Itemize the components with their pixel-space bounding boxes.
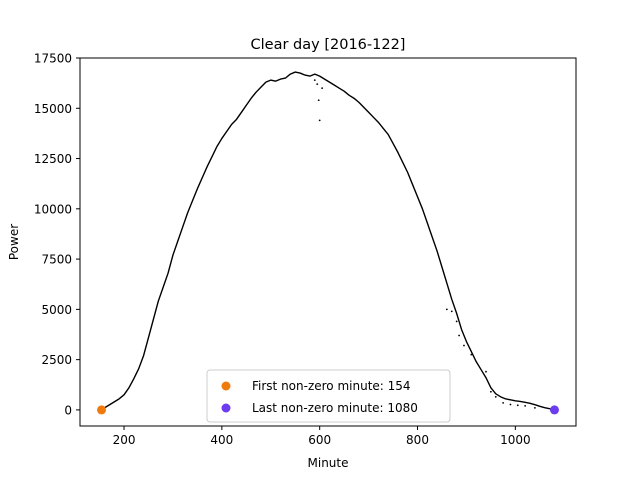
axis-ticks: 200 400 600 800 1000025005000750010000125001… bbox=[34, 52, 531, 448]
legend: First non-zero minute: 154 Last non-zero… bbox=[206, 369, 451, 423]
outlier-point bbox=[321, 87, 324, 90]
legend-marker-first bbox=[221, 381, 231, 391]
outlier-point bbox=[516, 404, 519, 407]
x-tick-label: 1000 bbox=[500, 433, 531, 447]
legend-label-last: Last non-zero minute: 1080 bbox=[252, 401, 418, 415]
y-tick-label: 0 bbox=[64, 403, 72, 417]
legend-label-first: First non-zero minute: 154 bbox=[252, 379, 411, 393]
outlier-point bbox=[455, 320, 458, 323]
y-tick-label: 15000 bbox=[34, 102, 72, 116]
outlier-point bbox=[524, 404, 527, 407]
outlier-point bbox=[509, 403, 512, 406]
plot-area bbox=[97, 71, 559, 415]
outlier-point bbox=[445, 308, 448, 311]
legend-marker-last bbox=[221, 403, 231, 413]
outlier-point bbox=[502, 401, 505, 404]
outlier-point bbox=[313, 79, 316, 82]
chart-title: Clear day [2016-122] bbox=[251, 37, 406, 53]
outlier-point bbox=[316, 83, 319, 86]
y-tick-label: 2500 bbox=[41, 353, 72, 367]
y-tick-label: 10000 bbox=[34, 202, 72, 216]
outlier-point bbox=[458, 334, 460, 337]
last-nonzero-marker bbox=[549, 405, 559, 415]
outlier-point bbox=[318, 119, 321, 122]
outlier-point bbox=[489, 390, 492, 393]
y-tick-label: 5000 bbox=[41, 303, 72, 317]
outlier-point bbox=[494, 395, 497, 398]
outlier-point bbox=[450, 310, 453, 313]
y-tick-label: 7500 bbox=[41, 253, 72, 267]
x-tick-label: 400 bbox=[210, 433, 233, 447]
first-nonzero-marker bbox=[97, 405, 107, 415]
outlier-point bbox=[485, 370, 487, 373]
outlier-point bbox=[534, 407, 536, 409]
plot-frame bbox=[79, 57, 577, 427]
y-tick-label: 17500 bbox=[34, 52, 72, 66]
x-tick-label: 200 bbox=[113, 433, 136, 447]
y-tick-label: 12500 bbox=[34, 152, 72, 166]
outlier-point bbox=[470, 353, 473, 356]
outlier-point bbox=[317, 99, 320, 102]
x-tick-label: 800 bbox=[406, 433, 429, 447]
x-tick-label: 600 bbox=[308, 433, 331, 447]
legend-box bbox=[206, 369, 451, 423]
y-axis-label: Power bbox=[7, 224, 21, 260]
outlier-point bbox=[463, 344, 465, 347]
power-curve bbox=[101, 71, 555, 411]
x-axis-label: Minute bbox=[308, 456, 349, 470]
